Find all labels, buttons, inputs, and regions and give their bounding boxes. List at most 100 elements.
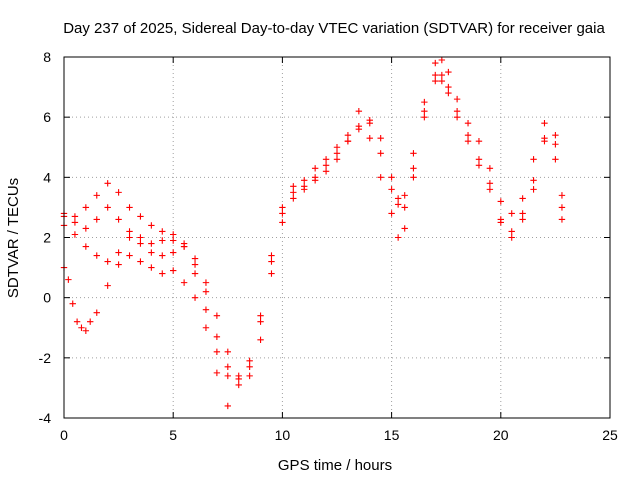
- data-point: [104, 282, 111, 289]
- data-point: [159, 270, 166, 277]
- data-point: [213, 333, 221, 340]
- data-point: [322, 162, 330, 169]
- x-tick-label: 5: [169, 427, 177, 443]
- data-point: [486, 165, 494, 172]
- data-point: [126, 228, 133, 235]
- data-point: [104, 258, 111, 265]
- data-point: [421, 113, 428, 121]
- data-point: [202, 306, 210, 313]
- data-point: [191, 261, 199, 268]
- data-point: [257, 336, 264, 343]
- data-point: [191, 255, 199, 262]
- data-point: [552, 156, 559, 163]
- data-point: [394, 234, 402, 241]
- x-axis-label: GPS time / hours: [278, 457, 392, 474]
- data-point: [530, 177, 537, 184]
- data-point: [69, 300, 76, 307]
- data-point: [453, 113, 461, 121]
- data-point: [508, 210, 515, 217]
- data-point: [377, 150, 384, 157]
- data-point: [191, 270, 199, 277]
- data-point: [279, 219, 286, 226]
- data-point: [78, 324, 85, 331]
- data-point: [213, 348, 221, 356]
- grid: [64, 57, 610, 418]
- data-point: [401, 225, 408, 232]
- data-point: [301, 177, 308, 184]
- data-point: [170, 267, 177, 274]
- data-point: [126, 252, 133, 259]
- x-tick-label: 15: [384, 427, 400, 443]
- data-point: [464, 138, 472, 145]
- data-point: [301, 183, 308, 190]
- data-point: [552, 141, 559, 148]
- data-point: [137, 258, 144, 265]
- series-trace-b: [60, 71, 566, 389]
- data-point: [366, 116, 373, 124]
- data-point: [445, 68, 452, 76]
- data-point: [148, 264, 155, 271]
- data-point: [290, 183, 297, 190]
- data-point: [432, 77, 439, 85]
- data-point: [82, 225, 90, 232]
- data-point: [445, 89, 452, 97]
- data-point: [126, 204, 133, 211]
- data-point: [159, 228, 166, 235]
- data-point: [438, 56, 446, 64]
- data-point: [344, 138, 352, 145]
- x-tick-label: 20: [493, 427, 509, 443]
- data-point: [322, 168, 330, 175]
- data-point: [170, 249, 177, 256]
- data-point: [290, 195, 297, 202]
- data-point: [170, 231, 177, 238]
- data-point: [137, 240, 144, 247]
- data-point: [475, 162, 483, 169]
- x-tick-label: 25: [602, 427, 618, 443]
- data-point: [180, 243, 188, 250]
- data-point: [159, 252, 166, 259]
- data-point: [246, 363, 253, 371]
- data-point: [235, 375, 242, 383]
- data-point: [257, 312, 264, 319]
- data-point: [508, 228, 515, 235]
- data-marks: [60, 56, 566, 410]
- data-point: [115, 261, 122, 268]
- data-point: [519, 216, 526, 223]
- data-point: [235, 381, 242, 389]
- data-point: [148, 249, 155, 256]
- data-point: [213, 369, 221, 377]
- data-point: [355, 122, 363, 130]
- data-point: [388, 210, 395, 217]
- data-point: [71, 213, 79, 220]
- data-point: [93, 192, 100, 199]
- data-point: [257, 318, 264, 325]
- data-point: [224, 372, 231, 380]
- data-point: [432, 59, 439, 67]
- data-point: [497, 219, 504, 226]
- data-point: [453, 95, 461, 103]
- series-trace-d: [60, 252, 231, 410]
- data-point: [388, 186, 395, 193]
- data-point: [93, 216, 100, 223]
- data-point: [333, 156, 341, 163]
- data-point: [377, 135, 384, 142]
- data-point: [377, 174, 384, 181]
- data-point: [508, 234, 515, 241]
- data-point: [104, 204, 111, 211]
- chart-title: Day 237 of 2025, Sidereal Day-to-day VTE…: [63, 20, 605, 37]
- data-point: [519, 195, 526, 202]
- data-point: [137, 234, 144, 241]
- data-point: [486, 180, 494, 187]
- data-point: [65, 276, 72, 283]
- data-point: [558, 204, 566, 211]
- data-point: [115, 189, 122, 196]
- x-tick-label: 0: [60, 427, 68, 443]
- data-point: [558, 192, 566, 199]
- data-point: [421, 98, 428, 106]
- data-point: [464, 119, 472, 127]
- data-point: [71, 231, 79, 238]
- data-point: [246, 372, 253, 380]
- data-point: [115, 216, 122, 223]
- data-point: [170, 237, 177, 244]
